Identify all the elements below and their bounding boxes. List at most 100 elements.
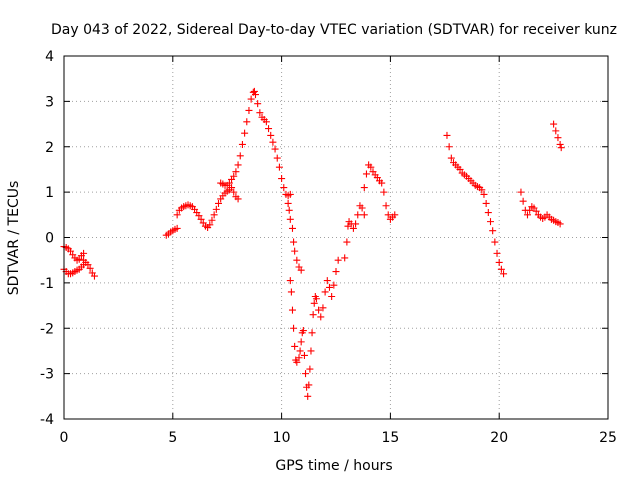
plot-frame (63, 55, 609, 420)
y-tick-label: 3 (45, 94, 54, 110)
y-tick-label: -4 (40, 412, 54, 428)
data-point (382, 202, 390, 210)
data-point (445, 143, 453, 151)
data-point (312, 295, 320, 303)
y-tick-label: -1 (40, 276, 54, 292)
data-point (291, 342, 299, 350)
data-point (360, 211, 368, 219)
data-point (332, 268, 340, 276)
data-point (212, 205, 220, 213)
data-point (349, 224, 357, 232)
data-point (236, 152, 244, 160)
data-point (251, 91, 259, 99)
data-point (328, 292, 336, 300)
data-point (256, 109, 264, 117)
data-point (556, 140, 564, 148)
data-point (500, 270, 508, 278)
data-point (554, 134, 562, 142)
data-point (271, 145, 279, 153)
data-point (284, 199, 292, 207)
data-point (247, 95, 255, 103)
data-point (286, 215, 294, 223)
data-point (334, 256, 342, 264)
data-point (323, 277, 331, 285)
data-point (265, 125, 273, 133)
data-point (456, 165, 464, 173)
data-point (517, 188, 525, 196)
data-point (214, 199, 222, 207)
data-point (280, 184, 288, 192)
data-point (297, 338, 305, 346)
data-point (295, 354, 303, 362)
data-point (297, 266, 305, 274)
data-point (447, 154, 455, 162)
data-point (378, 179, 386, 187)
data-point (287, 288, 295, 296)
data-point (243, 118, 251, 126)
data-point (173, 211, 181, 219)
data-point (296, 347, 304, 355)
data-point (241, 129, 249, 137)
data-point (341, 254, 349, 262)
data-point (491, 238, 499, 246)
data-point (497, 265, 505, 273)
data-point (354, 211, 362, 219)
data-point (482, 199, 490, 207)
data-point (304, 392, 312, 400)
x-tick-label: 20 (490, 430, 508, 446)
chart-title: Day 043 of 2022, Sidereal Day-to-day VTE… (51, 22, 617, 38)
data-point (319, 304, 327, 312)
data-point (321, 288, 329, 296)
data-point (519, 197, 527, 205)
data-point (443, 131, 451, 139)
data-point (293, 256, 301, 264)
data-point (343, 238, 351, 246)
y-tick-label: 1 (45, 185, 54, 201)
data-point (80, 249, 88, 257)
data-point (67, 247, 75, 255)
data-point (262, 118, 270, 126)
data-point (269, 138, 277, 146)
data-point (478, 186, 486, 194)
data-point (307, 347, 315, 355)
data-point (308, 329, 316, 337)
data-point (550, 120, 558, 128)
x-tick-label: 5 (168, 430, 177, 446)
data-point (206, 221, 214, 229)
data-point (360, 184, 368, 192)
data-point (325, 283, 333, 291)
x-tick-label: 25 (599, 430, 617, 446)
x-tick-label: 10 (273, 430, 291, 446)
data-point (285, 206, 293, 214)
data-point (315, 306, 323, 314)
data-point (234, 195, 242, 203)
data-point (362, 170, 370, 178)
data-point (254, 100, 262, 108)
data-point (306, 365, 314, 373)
data-point (380, 188, 388, 196)
x-tick-labels: 0 5 10 15 20 25 (60, 430, 617, 446)
data-point (228, 184, 236, 192)
y-tick-label: -2 (40, 321, 54, 337)
data-point (225, 179, 233, 187)
data-point (232, 168, 240, 176)
y-tick-label: 0 (45, 231, 54, 247)
x-tick-label: 15 (381, 430, 399, 446)
data-point (291, 247, 299, 255)
data-point (290, 324, 298, 332)
data-point (293, 358, 301, 366)
data-point (238, 140, 246, 148)
data-point (317, 313, 325, 321)
data-point (286, 190, 294, 198)
data-point (352, 220, 360, 228)
data-point (330, 281, 338, 289)
data-point (90, 272, 98, 280)
data-point (367, 163, 375, 171)
x-axis-label: GPS time / hours (275, 458, 392, 474)
data-point (75, 255, 83, 263)
data-point (489, 227, 497, 235)
data-point (493, 249, 501, 257)
data-point (480, 190, 488, 198)
data-point (273, 154, 281, 162)
data-point (230, 172, 238, 180)
